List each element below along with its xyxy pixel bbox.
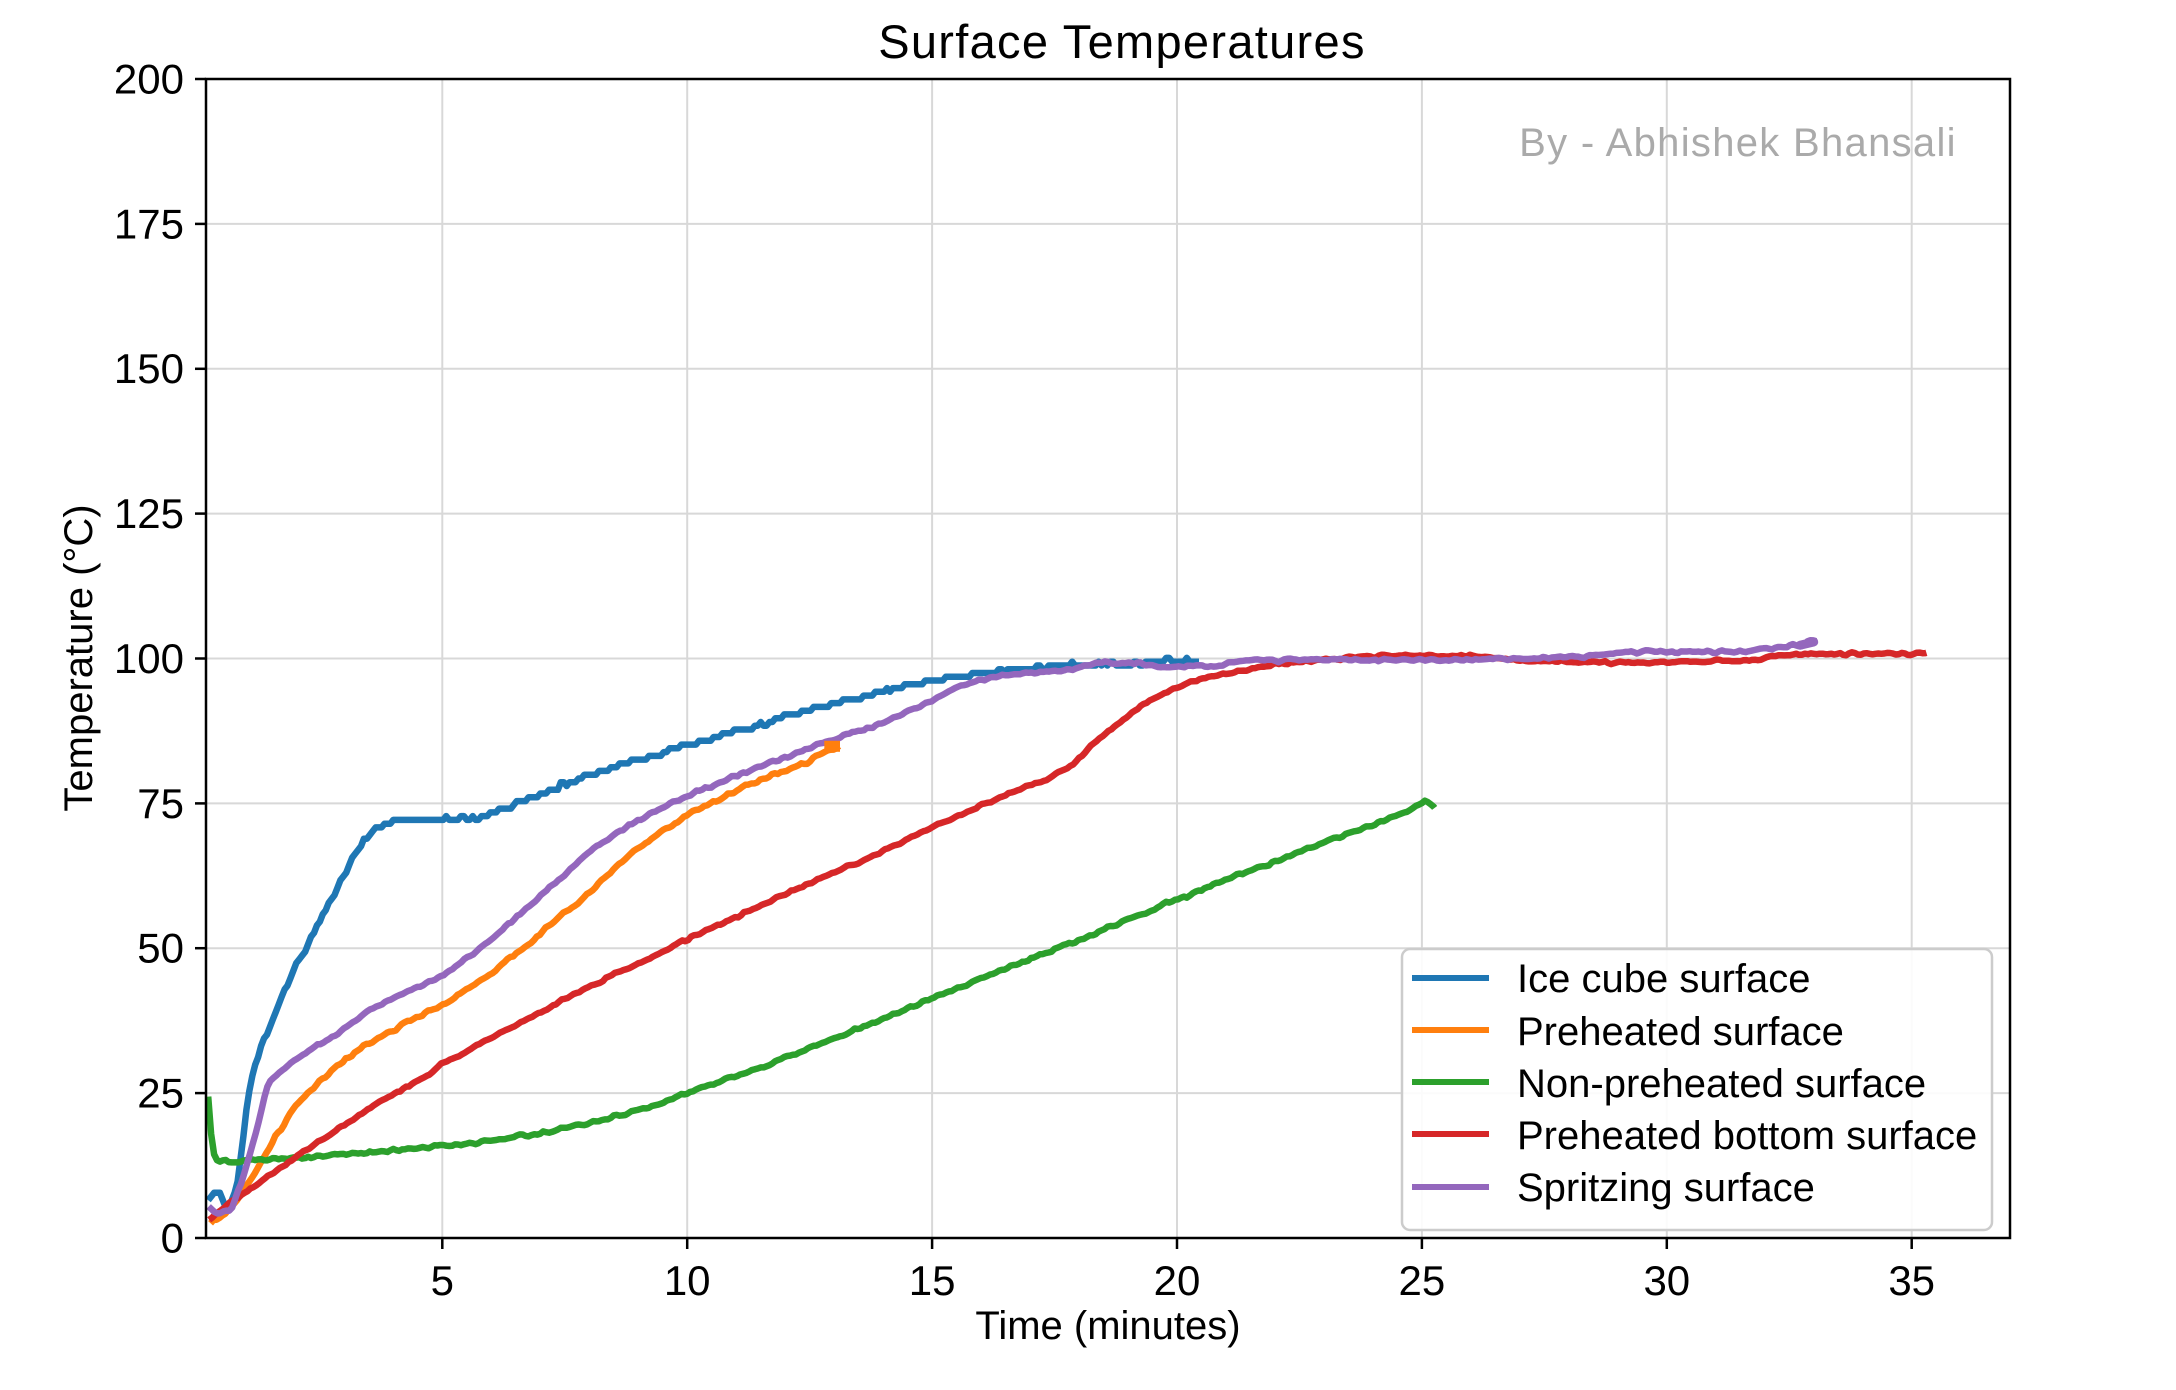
svg-text:Preheated surface: Preheated surface bbox=[1517, 1010, 1844, 1054]
svg-text:15: 15 bbox=[909, 1257, 956, 1304]
svg-text:Spritzing surface: Spritzing surface bbox=[1517, 1166, 1815, 1210]
svg-text:50: 50 bbox=[137, 925, 184, 972]
svg-text:Time (minutes): Time (minutes) bbox=[975, 1304, 1240, 1348]
svg-text:5: 5 bbox=[431, 1257, 454, 1304]
svg-text:20: 20 bbox=[1154, 1257, 1201, 1304]
svg-text:75: 75 bbox=[137, 780, 184, 827]
svg-text:Non-preheated surface: Non-preheated surface bbox=[1517, 1062, 1926, 1106]
svg-text:10: 10 bbox=[664, 1257, 711, 1304]
svg-text:30: 30 bbox=[1643, 1257, 1690, 1304]
svg-text:150: 150 bbox=[114, 345, 184, 392]
svg-text:By - Abhishek Bhansali: By - Abhishek Bhansali bbox=[1519, 121, 1957, 165]
svg-text:Preheated bottom surface: Preheated bottom surface bbox=[1517, 1114, 1977, 1158]
svg-text:125: 125 bbox=[114, 490, 184, 537]
svg-text:25: 25 bbox=[1399, 1257, 1446, 1304]
svg-text:Surface Temperatures: Surface Temperatures bbox=[878, 15, 1366, 68]
svg-text:0: 0 bbox=[161, 1214, 184, 1261]
svg-text:175: 175 bbox=[114, 200, 184, 247]
svg-text:200: 200 bbox=[114, 55, 184, 102]
svg-text:Temperature (°C): Temperature (°C) bbox=[57, 504, 101, 811]
svg-text:35: 35 bbox=[1888, 1257, 1935, 1304]
svg-text:100: 100 bbox=[114, 635, 184, 682]
svg-text:Ice cube surface: Ice cube surface bbox=[1517, 957, 1811, 1001]
svg-text:25: 25 bbox=[137, 1070, 184, 1117]
